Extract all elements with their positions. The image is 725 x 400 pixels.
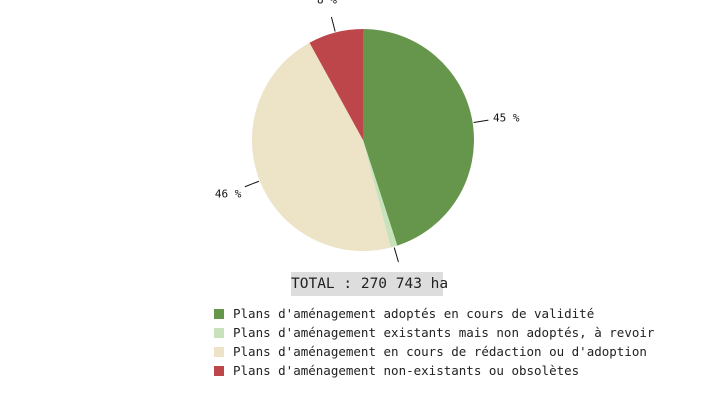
legend-swatch <box>214 365 224 376</box>
leader-line <box>330 16 336 32</box>
leader-line <box>244 180 260 188</box>
legend: Plans d'aménagement adoptés en cours de … <box>214 304 654 380</box>
slice-percent-label: 45 % <box>493 111 520 124</box>
legend-label: Plans d'aménagement en cours de rédactio… <box>233 344 647 359</box>
total-label: TOTAL : 270 743 ha <box>291 272 448 296</box>
pie-slice <box>363 140 398 248</box>
legend-swatch <box>214 346 224 357</box>
slice-percent-label: 46 % <box>215 187 242 200</box>
legend-item: Plans d'aménagement existants mais non a… <box>214 323 654 342</box>
slice-percent-label: 8 % <box>317 0 337 7</box>
legend-item: Plans d'aménagement en cours de rédactio… <box>214 342 654 361</box>
legend-label: Plans d'aménagement non-existants ou obs… <box>233 363 580 378</box>
legend-swatch <box>214 327 224 338</box>
pie-slice <box>363 29 475 246</box>
pie-slice <box>309 29 363 140</box>
legend-item: Plans d'aménagement adoptés en cours de … <box>214 304 654 323</box>
legend-item: Plans d'aménagement non-existants ou obs… <box>214 361 654 380</box>
pie-slice <box>252 42 391 252</box>
legend-swatch <box>214 308 224 319</box>
leader-line <box>473 119 489 123</box>
legend-label: Plans d'aménagement adoptés en cours de … <box>233 306 595 321</box>
legend-label: Plans d'aménagement existants mais non a… <box>233 325 655 340</box>
leader-line <box>393 247 399 263</box>
pie-chart: 45 %1 %46 %8 % <box>215 0 520 263</box>
